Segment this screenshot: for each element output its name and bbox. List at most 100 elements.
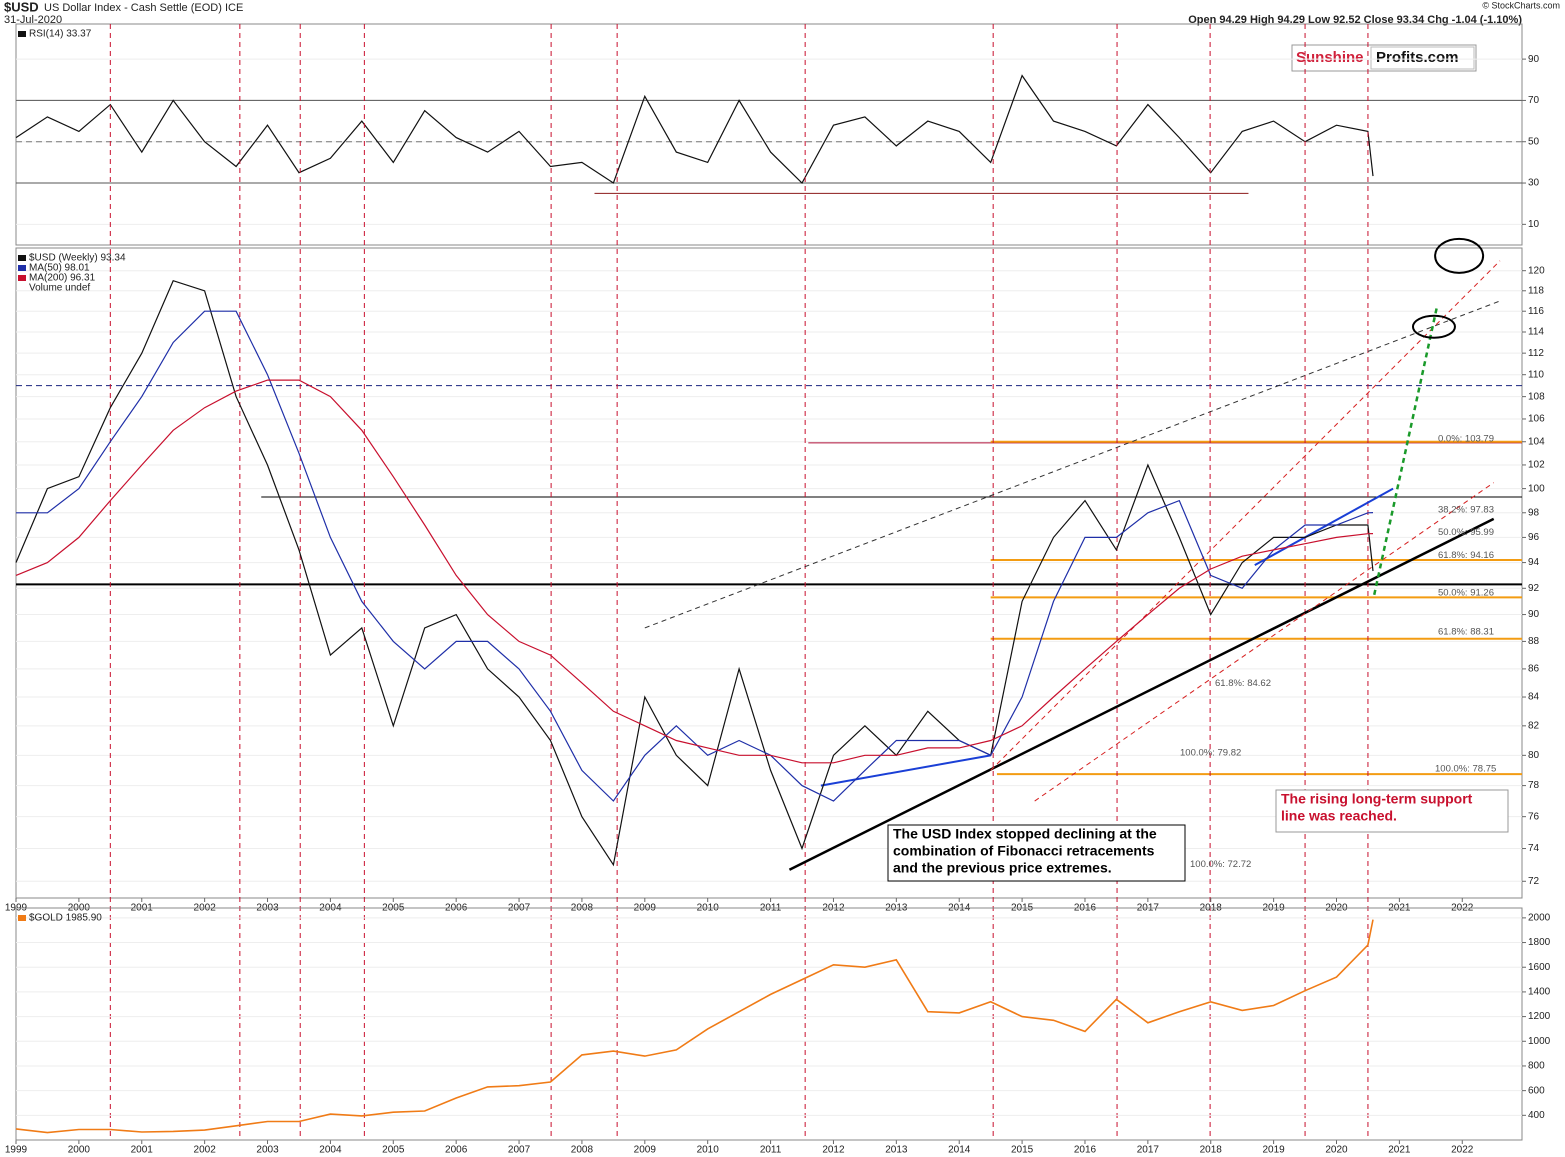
x-tick-label: 2015 <box>1011 1145 1034 1156</box>
annotation-text: combination of Fibonacci retracements <box>893 843 1155 859</box>
x-tick-label: 2002 <box>194 1145 217 1156</box>
y-tick-label: 2000 <box>1528 913 1551 924</box>
x-tick-label: 2022 <box>1451 1145 1474 1156</box>
y-tick-label: 102 <box>1528 460 1545 471</box>
fib-label: 50.0%: 95.99 <box>1438 527 1494 538</box>
y-tick-label: 90 <box>1528 54 1540 65</box>
quote: Open 94.29 High 94.29 Low 92.52 Close 93… <box>1188 14 1522 26</box>
legend-label: MA(50) 98.01 <box>29 263 90 274</box>
logo-b: Profits.com <box>1376 49 1459 66</box>
y-tick-label: 106 <box>1528 414 1545 425</box>
y-tick-label: 96 <box>1528 532 1540 543</box>
x-tick-label: 2011 <box>760 1145 782 1156</box>
fib-label: 61.8%: 94.16 <box>1438 550 1494 561</box>
annotation-box <box>887 824 1186 882</box>
series-line <box>15 74 1374 184</box>
x-tick-label: 2008 <box>571 1145 594 1156</box>
y-tick-label: 104 <box>1528 436 1545 447</box>
x-tick-label: 2005 <box>382 1145 405 1156</box>
y-tick-label: 80 <box>1528 750 1540 761</box>
fib-label: 61.8%: 88.31 <box>1438 627 1494 638</box>
y-tick-label: 118 <box>1528 285 1544 296</box>
legend-label: $USD (Weekly) 93.34 <box>29 253 126 264</box>
fib-label: 50.0%: 91.26 <box>1438 587 1494 598</box>
y-tick-label: 94 <box>1528 557 1540 568</box>
x-tick-label: 2019 <box>1262 1145 1285 1156</box>
x-tick-label: 2004 <box>319 1145 342 1156</box>
x-tick-label: 2016 <box>1074 1145 1097 1156</box>
y-tick-label: 10 <box>1528 219 1540 230</box>
target-circle <box>1434 237 1485 274</box>
fib-label: 100.0%: 79.82 <box>1180 748 1241 759</box>
y-tick-label: 800 <box>1528 1061 1545 1072</box>
trend-line <box>1254 487 1394 567</box>
x-tick-label: 1999 <box>5 1145 28 1156</box>
x-tick-label: 2010 <box>697 1145 720 1156</box>
annotation-box <box>1275 789 1509 833</box>
y-tick-label: 100 <box>1528 483 1545 494</box>
legend-label: Volume undef <box>29 283 90 294</box>
series-line <box>15 379 1374 764</box>
x-tick-label: 2018 <box>1200 1145 1223 1156</box>
y-tick-label: 72 <box>1528 876 1540 887</box>
y-tick-label: 90 <box>1528 609 1540 620</box>
series-line <box>16 310 1374 802</box>
legend-swatch <box>18 915 26 921</box>
legend-label: RSI(14) 33.37 <box>29 29 92 40</box>
x-tick-label: 2009 <box>634 1145 657 1156</box>
y-tick-label: 84 <box>1528 692 1540 703</box>
trend-line <box>788 517 1495 871</box>
fib-label: 38.2%: 97.83 <box>1438 504 1494 515</box>
annotation-text: line was reached. <box>1281 808 1397 824</box>
trend-line <box>1034 482 1494 802</box>
legend-swatch <box>18 31 26 37</box>
trend-line <box>990 260 1501 771</box>
logo-b-box <box>1370 46 1475 70</box>
x-tick-label: 2001 <box>131 1145 154 1156</box>
target-circle <box>1411 314 1456 339</box>
y-tick-label: 70 <box>1528 95 1540 106</box>
x-tick-label: 2013 <box>885 1145 908 1156</box>
x-tick-label: 2006 <box>445 1145 468 1156</box>
trend-line <box>820 754 991 787</box>
trend-line <box>1373 305 1439 596</box>
panel-frame <box>15 23 1523 246</box>
y-tick-label: 116 <box>1528 306 1544 317</box>
y-tick-label: 400 <box>1528 1110 1545 1121</box>
annotation-text: and the previous price extremes. <box>893 860 1112 876</box>
legend-label: $GOLD 1985.90 <box>29 913 102 924</box>
legend-label: MA(200) 96.31 <box>29 273 96 284</box>
x-tick-label: 2012 <box>822 1145 845 1156</box>
series-line <box>15 919 1374 1134</box>
y-tick-label: 110 <box>1528 369 1544 380</box>
x-tick-label: 2007 <box>508 1145 531 1156</box>
y-tick-label: 1400 <box>1528 987 1551 998</box>
y-tick-label: 98 <box>1528 507 1540 518</box>
y-tick-label: 30 <box>1528 178 1540 189</box>
y-tick-label: 50 <box>1528 136 1540 147</box>
y-tick-label: 92 <box>1528 583 1540 594</box>
y-tick-label: 74 <box>1528 843 1540 854</box>
date: 31-Jul-2020 <box>4 14 62 26</box>
legend-swatch <box>18 255 26 261</box>
panel-frame <box>15 247 1523 899</box>
fib-label: 61.8%: 84.62 <box>1215 678 1271 689</box>
y-tick-label: 120 <box>1528 265 1545 276</box>
x-tick-label: 2014 <box>948 1145 971 1156</box>
annotation-text: The USD Index stopped declining at the <box>893 826 1157 842</box>
x-tick-label: 2017 <box>1137 1145 1160 1156</box>
fib-label: 100.0%: 72.72 <box>1190 859 1251 870</box>
x-tick-label: 2021 <box>1388 1145 1411 1156</box>
x-tick-label: 2020 <box>1325 1145 1348 1156</box>
series-line <box>15 279 1374 867</box>
y-tick-label: 86 <box>1528 664 1540 675</box>
y-tick-label: 112 <box>1528 348 1544 359</box>
x-tick-label: 2003 <box>256 1145 279 1156</box>
legend-swatch <box>18 275 26 281</box>
fib-label: 0.0%: 103.79 <box>1438 434 1494 445</box>
y-tick-label: 108 <box>1528 391 1545 402</box>
legend-swatch <box>18 265 26 271</box>
y-tick-label: 1000 <box>1528 1036 1551 1047</box>
y-tick-label: 114 <box>1528 327 1544 338</box>
